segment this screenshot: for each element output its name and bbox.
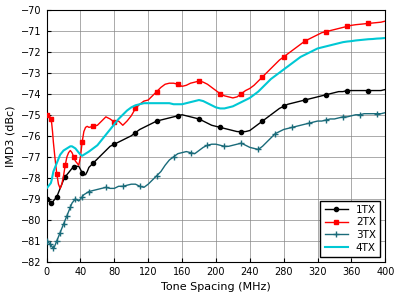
Legend: 1TX, 2TX, 3TX, 4TX: 1TX, 2TX, 3TX, 4TX — [320, 201, 380, 257]
Y-axis label: IMD3 (dBc): IMD3 (dBc) — [6, 105, 16, 167]
X-axis label: Tone Spacing (MHz): Tone Spacing (MHz) — [161, 283, 271, 292]
